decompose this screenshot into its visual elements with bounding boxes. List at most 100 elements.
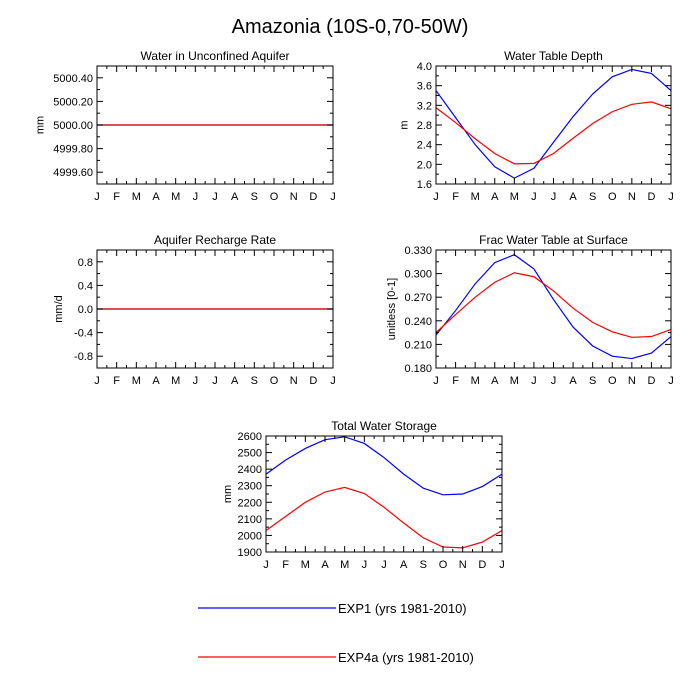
x-tick-label: M: [132, 191, 141, 203]
y-axis-label: m: [398, 120, 410, 129]
x-tick-label: D: [309, 375, 317, 387]
y-tick-label: 1900: [238, 547, 262, 559]
x-tick-label: A: [152, 191, 160, 203]
x-tick-label: J: [499, 559, 505, 571]
x-tick-label: M: [171, 375, 180, 387]
x-tick-label: N: [290, 191, 298, 203]
x-tick-label: F: [452, 191, 459, 203]
y-tick-label: 2300: [238, 481, 262, 493]
y-tick-label: 2600: [238, 431, 262, 443]
x-tick-label: F: [113, 191, 120, 203]
y-tick-label: 2000: [238, 530, 262, 542]
x-tick-label: M: [510, 191, 519, 203]
x-tick-label: A: [569, 375, 577, 387]
y-tick-label: 2200: [238, 497, 262, 509]
plot-frame: [435, 249, 672, 369]
y-tick-label: 0.180: [404, 363, 432, 375]
x-tick-label: F: [452, 375, 459, 387]
legend-label: EXP4a (yrs 1981-2010): [338, 650, 474, 665]
x-tick-label: O: [270, 375, 279, 387]
x-tick-label: J: [263, 559, 269, 571]
x-tick-label: J: [330, 375, 336, 387]
x-tick-label: J: [668, 375, 674, 387]
y-tick-label: 4.0: [417, 61, 432, 73]
x-tick-label: D: [647, 191, 655, 203]
y-tick-label: 0.8: [78, 257, 93, 269]
y-tick-label: 0.210: [404, 339, 432, 351]
x-tick-label: S: [589, 191, 596, 203]
y-tick-label: 3.2: [417, 100, 432, 112]
x-tick-label: J: [551, 375, 557, 387]
x-tick-label: S: [251, 191, 258, 203]
x-tick-label: M: [340, 559, 349, 571]
x-tick-label: A: [400, 559, 408, 571]
x-tick-label: A: [152, 375, 160, 387]
x-tick-label: J: [330, 191, 336, 203]
x-tick-label: J: [551, 191, 557, 203]
figure-title: Amazonia (10S-0,70-50W): [232, 16, 469, 38]
x-tick-label: J: [94, 375, 100, 387]
x-tick-label: F: [282, 559, 289, 571]
x-tick-label: A: [231, 191, 239, 203]
x-tick-label: M: [132, 375, 141, 387]
x-tick-label: N: [459, 559, 467, 571]
x-tick-label: O: [270, 191, 279, 203]
y-tick-label: 4999.80: [53, 144, 93, 156]
y-axis-label: mm: [35, 116, 47, 134]
legend-label: EXP1 (yrs 1981-2010): [338, 601, 467, 616]
y-tick-label: 2100: [238, 514, 262, 526]
panel-title: Water in Unconfined Aquifer: [141, 49, 290, 63]
y-tick-label: -0.8: [74, 351, 93, 363]
panel-title: Total Water Storage: [331, 419, 437, 433]
series-line-exp1: [265, 436, 503, 496]
plot-frame: [435, 65, 672, 185]
x-tick-label: A: [569, 191, 577, 203]
x-tick-label: S: [420, 559, 427, 571]
x-tick-label: D: [647, 375, 655, 387]
y-axis-label: unitless [0-1]: [386, 278, 398, 340]
x-tick-label: J: [362, 559, 368, 571]
x-tick-label: M: [301, 559, 310, 571]
x-tick-label: J: [531, 375, 537, 387]
y-tick-label: 0.300: [404, 269, 432, 281]
x-tick-label: S: [589, 375, 596, 387]
series-line-exp1: [435, 254, 672, 360]
x-tick-label: N: [290, 375, 298, 387]
x-tick-label: J: [433, 191, 439, 203]
x-tick-label: D: [309, 191, 317, 203]
x-tick-label: S: [251, 375, 258, 387]
x-tick-label: F: [113, 375, 120, 387]
y-tick-label: 2400: [238, 464, 262, 476]
x-tick-label: O: [608, 375, 617, 387]
y-tick-label: 4999.60: [53, 167, 93, 179]
y-tick-label: 0.4: [78, 280, 93, 292]
x-tick-label: A: [491, 375, 499, 387]
y-tick-label: 1.6: [417, 179, 432, 191]
x-tick-label: J: [531, 191, 537, 203]
panel-title: Water Table Depth: [504, 49, 603, 63]
series-line-exp4a: [265, 486, 503, 549]
x-tick-label: O: [608, 191, 617, 203]
series-line-exp4a: [435, 272, 672, 338]
x-tick-label: M: [471, 191, 480, 203]
y-tick-label: 0.270: [404, 292, 432, 304]
x-tick-label: N: [628, 375, 636, 387]
y-tick-label: 5000.40: [53, 73, 93, 85]
y-tick-label: -0.4: [74, 328, 93, 340]
x-tick-label: N: [628, 191, 636, 203]
x-tick-label: M: [471, 375, 480, 387]
x-tick-label: A: [231, 375, 239, 387]
series-line-exp1: [435, 68, 672, 179]
x-tick-label: J: [668, 191, 674, 203]
y-tick-label: 2.8: [417, 120, 432, 132]
legend: EXP1 (yrs 1981-2010) EXP4a (yrs 1981-2010…: [198, 601, 474, 665]
x-tick-label: O: [439, 559, 448, 571]
panel-title: Aquifer Recharge Rate: [154, 233, 276, 247]
y-tick-label: 2.0: [417, 159, 432, 171]
